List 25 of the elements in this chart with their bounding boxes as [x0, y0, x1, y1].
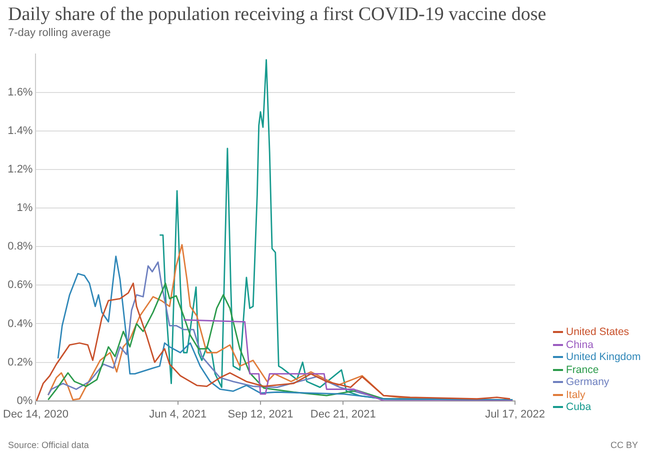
y-tick-label: 0%	[16, 394, 33, 407]
source-note: Source: Official data	[8, 440, 89, 450]
y-tick-label: 1.2%	[8, 164, 33, 176]
chart-title: Daily share of the population receiving a first COVID-19 vaccine dose	[8, 4, 546, 26]
y-tick-label: 1.4%	[8, 125, 33, 138]
legend-label: Italy	[566, 388, 586, 401]
x-tick-label: Jun 4, 2021	[149, 408, 207, 420]
chart-subtitle: 7-day rolling average	[8, 27, 111, 39]
text: CC BY	[610, 440, 638, 450]
x-tick-label: Dec 14, 2020	[3, 408, 68, 420]
y-tick-label: 1%	[16, 202, 33, 214]
legend-label: Cuba	[566, 401, 592, 414]
x-tick-label: Jul 17, 2022	[485, 408, 545, 420]
y-tick-label: 0.4%	[8, 318, 33, 330]
y-tick-label: 0.8%	[8, 240, 33, 253]
legend-label: China	[566, 338, 594, 351]
legend-label: United States	[566, 326, 630, 338]
y-tick-label: 0.6%	[8, 279, 33, 292]
legend-label: Germany	[566, 376, 610, 388]
legend-label: France	[566, 364, 599, 376]
legend-label: United Kingdom	[566, 351, 641, 364]
x-tick-label: Dec 21, 2021	[310, 408, 376, 420]
y-tick-label: 1.6%	[8, 86, 33, 99]
y-tick-label: 0.2%	[8, 356, 33, 368]
x-tick-label: Sep 12, 2021	[228, 408, 294, 420]
